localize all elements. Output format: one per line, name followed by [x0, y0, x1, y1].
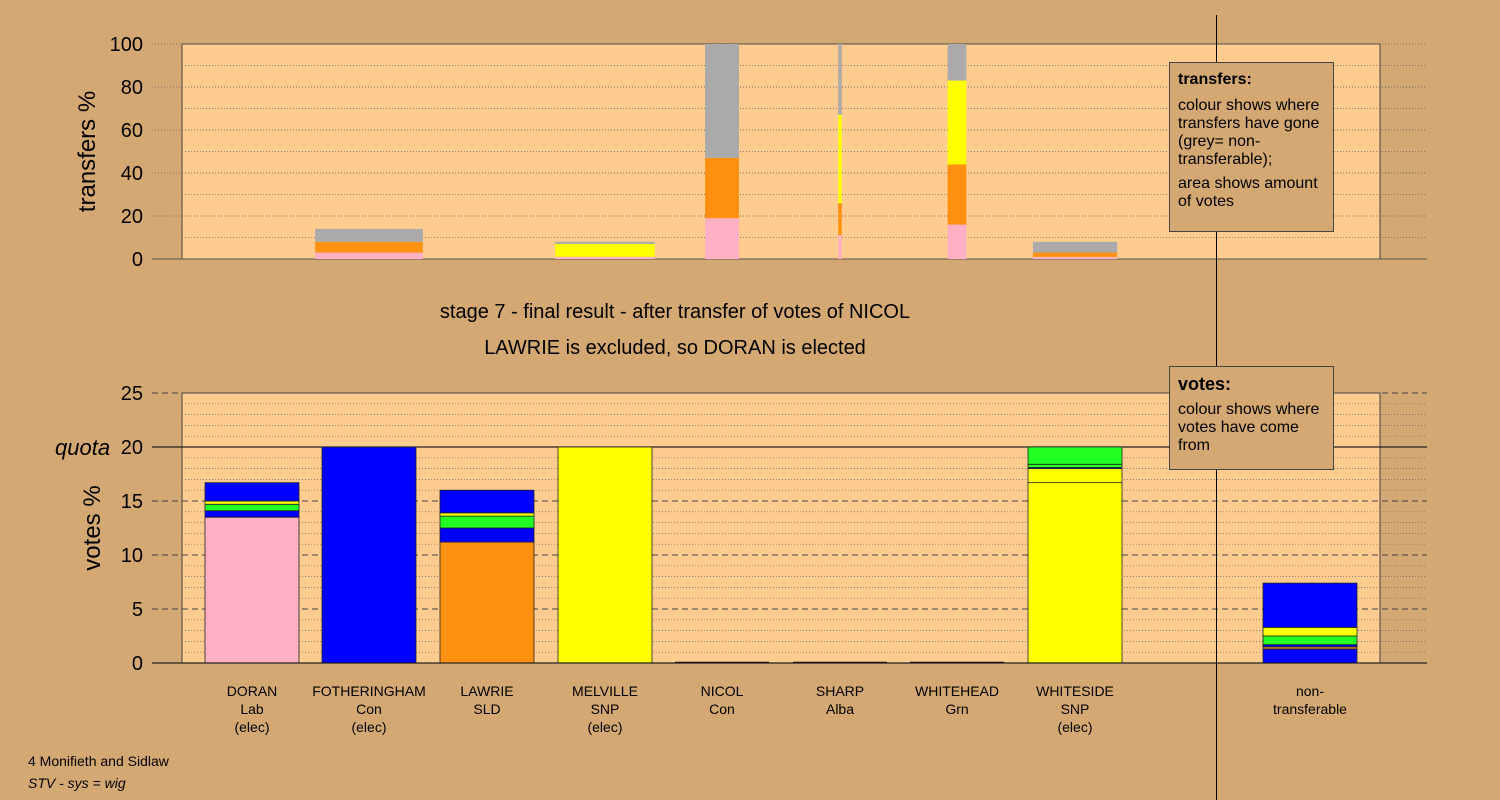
- candidate-party-label: Lab: [240, 701, 264, 717]
- transfer-bar-segment: [1032, 252, 1118, 257]
- vote-bar-segment: [1262, 648, 1358, 664]
- votes-y-tick-label: 20: [121, 437, 143, 459]
- transfer-bar-segment: [705, 157, 739, 219]
- transfers-y-axis-label: transfers %: [74, 91, 101, 212]
- vote-bar-segment: [204, 503, 300, 512]
- transfer-bar-segment: [838, 114, 842, 204]
- transfer-bar-segment: [705, 44, 739, 158]
- vote-bar-segment: [1027, 446, 1123, 465]
- transfer-bar-segment: [555, 256, 655, 259]
- candidate-status-label: (elec): [587, 719, 622, 735]
- candidate-party-label: SLD: [473, 701, 500, 717]
- votes-y-axis-label: votes %: [79, 485, 106, 570]
- transfer-bar-segment: [838, 44, 842, 115]
- vote-bar-segment: [1027, 482, 1123, 664]
- transfer-bar-segment: [315, 252, 423, 259]
- votes-legend-colour-text: colour shows where votes have come from: [1178, 401, 1320, 454]
- vote-bar-segment: [439, 512, 535, 517]
- candidate-party-label: Con: [356, 701, 382, 717]
- vote-bar-segment: [439, 515, 535, 529]
- transfer-bar-segment: [315, 241, 423, 253]
- candidate-name-label: SHARP: [816, 683, 864, 699]
- quota-label: quota: [55, 435, 110, 460]
- transfer-bar-segment: [947, 164, 967, 225]
- vote-bar-segment: [439, 527, 535, 543]
- transfer-bar-segment: [838, 235, 842, 259]
- votes-legend: votes: colour shows where votes have com…: [1169, 366, 1334, 470]
- votes-y-tick-label: 10: [121, 545, 143, 567]
- votes-y-tick-label: 0: [132, 653, 143, 675]
- transfers-legend: transfers: colour shows where transfers …: [1169, 62, 1334, 232]
- transfers-y-tick-label: 100: [110, 34, 143, 56]
- vote-bar-segment: [1262, 635, 1358, 646]
- transfer-bar-segment: [947, 224, 967, 259]
- candidate-name-label: DORAN: [227, 683, 278, 699]
- transfer-bar-segment: [838, 203, 842, 236]
- vote-bar-segment: [557, 446, 653, 664]
- result-caption: LAWRIE is excluded, so DORAN is elected: [484, 337, 866, 359]
- candidate-name-label: FOTHERINGHAM: [312, 683, 426, 699]
- candidate-party-label: Con: [709, 701, 735, 717]
- vote-bar-segment: [1262, 582, 1358, 628]
- vote-bar-segment: [1027, 468, 1123, 484]
- candidate-status-label: (elec): [1057, 719, 1092, 735]
- constituency-label: 4 Monifieth and Sidlaw: [28, 753, 169, 769]
- vote-bar-segment: [321, 446, 417, 664]
- transfer-bar-segment: [555, 243, 655, 257]
- transfers-y-tick-label: 20: [121, 206, 143, 228]
- transfer-bar-segment: [947, 80, 967, 165]
- transfer-bar-segment: [315, 228, 423, 242]
- transfers-legend-title: transfers:: [1178, 71, 1252, 88]
- votes-y-tick-label: 15: [121, 491, 143, 513]
- candidate-name-label: NICOL: [701, 683, 744, 699]
- votes-y-tick-label: 25: [121, 383, 143, 405]
- transfers-legend-colour-text: colour shows where transfers have gone (…: [1178, 97, 1320, 168]
- transfers-y-tick-label: 40: [121, 163, 143, 185]
- transfers-y-tick-label: 0: [132, 249, 143, 271]
- transfer-bar-segment: [1032, 256, 1118, 259]
- transfers-y-tick-label: 60: [121, 120, 143, 142]
- vote-bar-segment: [1027, 463, 1123, 468]
- candidate-name-label: WHITEHEAD: [915, 683, 999, 699]
- nontransferable-label: transferable: [1273, 701, 1347, 717]
- transfers-y-tick-label: 80: [121, 77, 143, 99]
- vote-bar-segment: [204, 482, 300, 502]
- candidate-party-label: Alba: [826, 701, 854, 717]
- candidate-name-label: MELVILLE: [572, 683, 638, 699]
- candidate-status-label: (elec): [351, 719, 386, 735]
- system-label: STV - sys = wig: [28, 775, 126, 791]
- nontransferable-label: non-: [1296, 683, 1324, 699]
- vote-bar-segment: [439, 489, 535, 514]
- transfer-bar-segment: [947, 44, 967, 81]
- candidate-status-label: (elec): [234, 719, 269, 735]
- transfer-bar-segment: [555, 241, 655, 244]
- candidate-name-label: LAWRIE: [460, 683, 513, 699]
- vote-bar-segment: [204, 516, 300, 664]
- vote-bar-segment: [1262, 626, 1358, 637]
- votes-legend-title: votes:: [1178, 374, 1232, 394]
- candidate-party-label: Grn: [945, 701, 968, 717]
- votes-y-tick-label: 5: [132, 599, 143, 621]
- transfers-legend-area-text: area shows amount of votes: [1178, 175, 1318, 210]
- vote-bar-segment: [204, 500, 300, 505]
- vote-bar-segment: [204, 510, 300, 518]
- stage-caption: stage 7 - final result - after transfer …: [439, 301, 911, 323]
- vote-bar-segment: [439, 541, 535, 664]
- candidate-party-label: SNP: [591, 701, 620, 717]
- candidate-party-label: SNP: [1061, 701, 1090, 717]
- transfer-bar-segment: [705, 218, 739, 259]
- candidate-name-label: WHITESIDE: [1036, 683, 1114, 699]
- transfer-bar-segment: [1032, 241, 1118, 253]
